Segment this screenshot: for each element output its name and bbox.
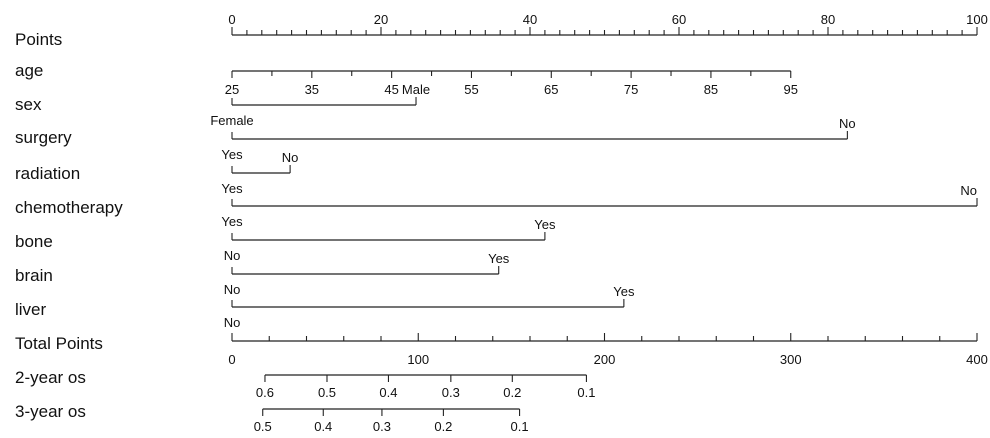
row-label-radiation: radiation — [15, 164, 80, 183]
age-tick-label: 25 — [225, 82, 239, 97]
age-tick-label: 35 — [305, 82, 319, 97]
row-label-3-year-os: 3-year os — [15, 402, 86, 421]
3-year-os-tick-label: 0.1 — [511, 419, 529, 434]
age-tick-label: 85 — [704, 82, 718, 97]
chemotherapy-level-yes: Yes — [221, 214, 243, 229]
row-label-total-points: Total Points — [15, 334, 103, 353]
row-label-2-year-os: 2-year os — [15, 368, 86, 387]
radiation-level-yes: Yes — [221, 181, 243, 196]
points-tick-label: 40 — [523, 12, 537, 27]
chemotherapy-level-no: No — [960, 183, 977, 198]
row-label-points: Points — [15, 30, 62, 49]
radiation-level-no: No — [282, 150, 299, 165]
age-tick-label: 75 — [624, 82, 638, 97]
row-label-brain: brain — [15, 266, 53, 285]
2-year-os-tick-label: 0.1 — [577, 385, 595, 400]
liver-level-yes: Yes — [613, 284, 635, 299]
2-year-os-tick-label: 0.5 — [318, 385, 336, 400]
2-year-os-tick-label: 0.2 — [503, 385, 521, 400]
liver-level-no: No — [224, 315, 241, 330]
total-points-tick-label: 200 — [594, 352, 616, 367]
3-year-os-tick-label: 0.2 — [434, 419, 452, 434]
surgery-level-yes: Yes — [221, 147, 243, 162]
surgery-level-no: No — [839, 116, 856, 131]
brain-level-no: No — [224, 282, 241, 297]
sex-level-male: Male — [402, 82, 430, 97]
brain-level-yes: Yes — [488, 251, 510, 266]
total-points-tick-label: 0 — [228, 352, 235, 367]
row-label-age: age — [15, 61, 43, 80]
age-tick-label: 95 — [784, 82, 798, 97]
total-points-tick-label: 100 — [407, 352, 429, 367]
3-year-os-tick-label: 0.4 — [314, 419, 332, 434]
bone-level-no: No — [224, 248, 241, 263]
points-tick-label: 20 — [374, 12, 388, 27]
sex-level-female: Female — [210, 113, 253, 128]
age-tick-label: 45 — [384, 82, 398, 97]
points-tick-label: 100 — [966, 12, 988, 27]
points-tick-label: 0 — [228, 12, 235, 27]
row-label-surgery: surgery — [15, 128, 72, 147]
3-year-os-tick-label: 0.5 — [254, 419, 272, 434]
total-points-tick-label: 300 — [780, 352, 802, 367]
points-tick-label: 60 — [672, 12, 686, 27]
row-label-liver: liver — [15, 300, 47, 319]
row-label-bone: bone — [15, 232, 53, 251]
total-points-tick-label: 400 — [966, 352, 988, 367]
points-tick-label: 80 — [821, 12, 835, 27]
row-label-chemotherapy: chemotherapy — [15, 198, 123, 217]
age-tick-label: 65 — [544, 82, 558, 97]
3-year-os-tick-label: 0.3 — [373, 419, 391, 434]
bone-level-yes: Yes — [534, 217, 556, 232]
age-tick-label: 55 — [464, 82, 478, 97]
2-year-os-tick-label: 0.6 — [256, 385, 274, 400]
row-label-sex: sex — [15, 95, 42, 114]
2-year-os-tick-label: 0.3 — [442, 385, 460, 400]
2-year-os-tick-label: 0.4 — [379, 385, 397, 400]
